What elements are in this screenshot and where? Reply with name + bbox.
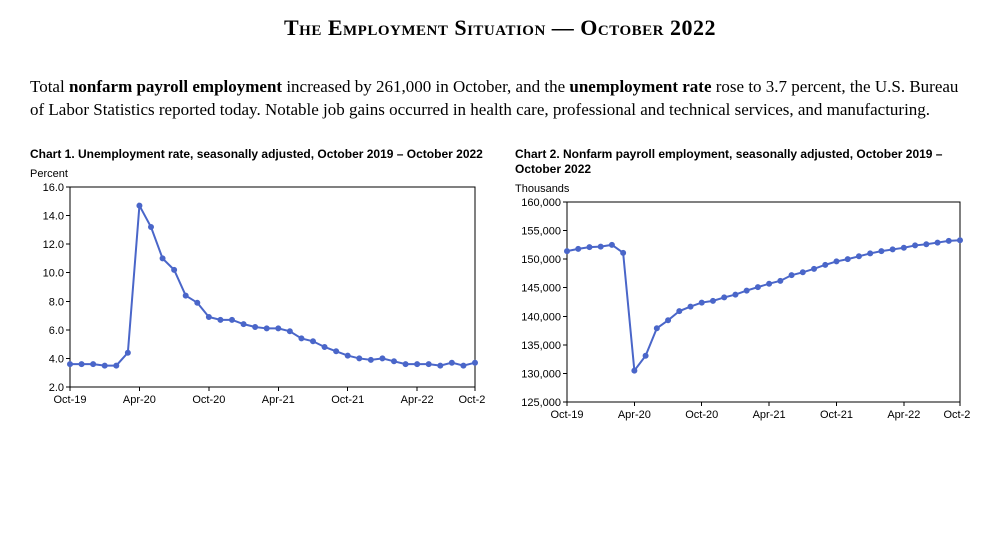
svg-text:Oct-21: Oct-21 [820, 409, 853, 421]
svg-text:Oct-19: Oct-19 [53, 394, 86, 406]
chart-2-ylabel: Thousands [515, 183, 970, 195]
svg-text:Oct-21: Oct-21 [331, 394, 364, 406]
svg-text:Oct-20: Oct-20 [192, 394, 225, 406]
svg-text:140,000: 140,000 [521, 311, 561, 323]
svg-text:155,000: 155,000 [521, 225, 561, 237]
svg-text:Apr-21: Apr-21 [262, 394, 295, 406]
svg-text:130,000: 130,000 [521, 368, 561, 380]
chart-2-block: Chart 2. Nonfarm payroll employment, sea… [515, 147, 970, 427]
svg-text:6.0: 6.0 [49, 325, 64, 337]
svg-text:4.0: 4.0 [49, 353, 64, 365]
svg-text:135,000: 135,000 [521, 340, 561, 352]
svg-text:Apr-20: Apr-20 [123, 394, 156, 406]
chart-1-ylabel: Percent [30, 168, 485, 180]
page-title: The Employment Situation — October 2022 [30, 15, 970, 41]
lead-bold-1: nonfarm payroll employment [69, 77, 282, 96]
charts-row: Chart 1. Unemployment rate, seasonally a… [30, 147, 970, 427]
svg-text:160,000: 160,000 [521, 197, 561, 209]
chart-2-svg: 125,000 130,000 135,000 140,000 145,000 150,0… [515, 197, 970, 427]
svg-text:150,000: 150,000 [521, 254, 561, 266]
svg-text:Oct-20: Oct-20 [685, 409, 718, 421]
lead-paragraph: Total nonfarm payroll employment increas… [30, 76, 970, 122]
svg-text:16.0: 16.0 [43, 182, 64, 194]
svg-text:Oct-22: Oct-22 [458, 394, 485, 406]
lead-bold-2: unemployment rate [569, 77, 711, 96]
svg-text:2.0: 2.0 [49, 382, 64, 394]
svg-text:10.0: 10.0 [43, 268, 64, 280]
svg-text:125,000: 125,000 [521, 397, 561, 409]
svg-text:Oct-22: Oct-22 [943, 409, 970, 421]
chart-1-block: Chart 1. Unemployment rate, seasonally a… [30, 147, 485, 427]
svg-text:Apr-22: Apr-22 [887, 409, 920, 421]
lead-text-2: increased by 261,000 in October, and the [282, 77, 569, 96]
svg-text:14.0: 14.0 [43, 210, 64, 222]
svg-text:Oct-19: Oct-19 [550, 409, 583, 421]
svg-text:12.0: 12.0 [43, 239, 64, 251]
chart-1-svg: 2.0 4.0 6.0 8.0 10.0 12.0 14.0 16.0 Oct-19 Apr-20… [30, 182, 485, 412]
svg-text:145,000: 145,000 [521, 283, 561, 295]
svg-text:8.0: 8.0 [49, 296, 64, 308]
svg-text:Apr-22: Apr-22 [401, 394, 434, 406]
svg-text:Apr-21: Apr-21 [753, 409, 786, 421]
svg-text:Apr-20: Apr-20 [618, 409, 651, 421]
chart-1-title: Chart 1. Unemployment rate, seasonally a… [30, 147, 485, 162]
chart-2-title: Chart 2. Nonfarm payroll employment, sea… [515, 147, 970, 177]
lead-text-1: Total [30, 77, 69, 96]
